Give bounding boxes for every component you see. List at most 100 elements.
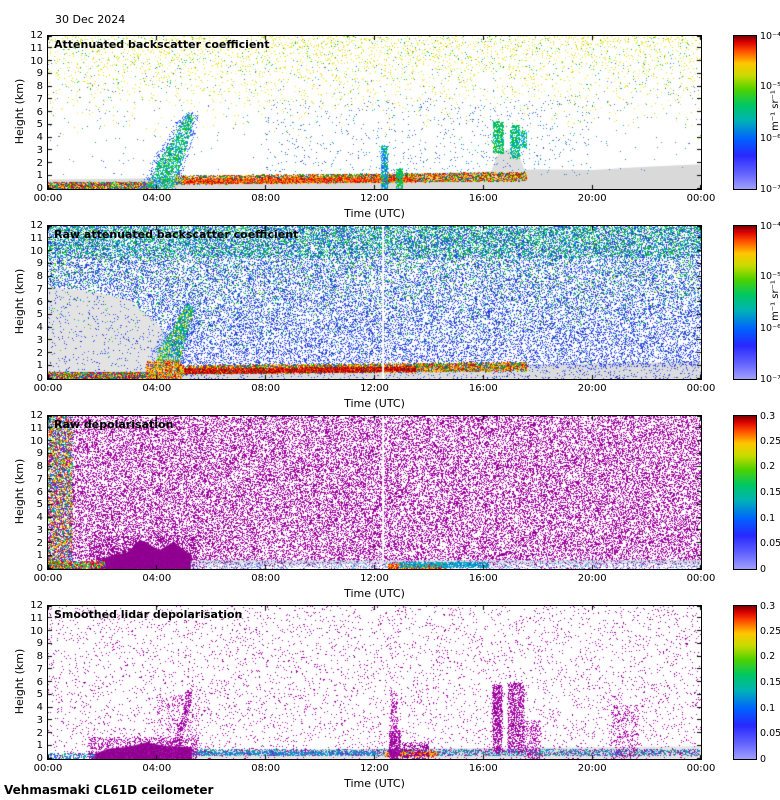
y-tick-label: 6 bbox=[36, 676, 43, 688]
y-tick-label: 10 bbox=[30, 245, 43, 257]
heatmap-canvas bbox=[48, 606, 701, 759]
x-tick-label: 04:00 bbox=[142, 193, 172, 204]
y-tick-label: 1 bbox=[36, 170, 43, 182]
colorbar-tick-label: 0.3 bbox=[760, 410, 776, 422]
y-tick-labels: 0 1 2 3 4 5 6 7 8 9 10 11 12 bbox=[0, 220, 43, 384]
x-tick-label: 08:00 bbox=[251, 573, 281, 584]
y-tick-label: 0 bbox=[36, 183, 43, 194]
y-tick-label: 5 bbox=[36, 119, 43, 131]
colorbar-units-label: m⁻¹ sr⁻¹ bbox=[770, 280, 780, 321]
colorbar-tick-labels: 0.3 0.25 0.2 0.15 0.1 0.05 0 bbox=[760, 601, 780, 765]
x-tick-label: 04:00 bbox=[142, 573, 172, 584]
colorbar-tick-label: 0.25 bbox=[760, 436, 780, 447]
y-tick-label: 1 bbox=[36, 360, 43, 372]
x-tick-label: 16:00 bbox=[468, 383, 498, 394]
x-tick-label: 00:00 bbox=[33, 383, 63, 394]
y-tick-label: 10 bbox=[30, 435, 43, 447]
heatmap-raw-depolarisation: Raw depolarisation bbox=[47, 415, 702, 570]
y-tick-label: 4 bbox=[36, 322, 43, 333]
colorbar-tick-label: 0 bbox=[760, 563, 767, 575]
y-tick-label: 12 bbox=[30, 410, 43, 421]
y-tick-label: 7 bbox=[36, 93, 43, 105]
x-tick-labels: 00:00 04:00 08:00 12:00 16:00 20:00 00:00 bbox=[34, 573, 716, 586]
y-tick-label: 12 bbox=[30, 600, 43, 611]
colorbar-gradient bbox=[734, 606, 756, 759]
x-tick-label: 08:00 bbox=[251, 383, 281, 394]
y-tick-label: 7 bbox=[36, 663, 43, 675]
heatmap-smoothed-lidar-depolarisation: Smoothed lidar depolarisation bbox=[47, 605, 702, 760]
panel-raw-depolarisation: Height (km) 0 1 2 3 4 5 6 7 8 9 10 11 12 Raw depolar… bbox=[0, 410, 780, 605]
panel-title: Raw depolarisation bbox=[54, 418, 174, 431]
x-tick-label: 00:00 bbox=[686, 573, 716, 584]
x-tick-label: 04:00 bbox=[142, 383, 172, 394]
y-tick-label: 11 bbox=[30, 612, 43, 624]
x-tick-label: 00:00 bbox=[686, 763, 716, 774]
x-tick-label: 04:00 bbox=[142, 763, 172, 774]
x-tick-label: 12:00 bbox=[360, 383, 389, 394]
colorbar-tick-label: 0.15 bbox=[760, 487, 780, 498]
heatmap-raw-attenuated-backscatter: Raw attenuated backscatter coefficient bbox=[47, 225, 702, 380]
y-tick-label: 2 bbox=[36, 727, 43, 739]
x-tick-label: 12:00 bbox=[360, 763, 389, 774]
panel-raw-attenuated-backscatter: Height (km) 0 1 2 3 4 5 6 7 8 9 10 11 12 Raw attenua… bbox=[0, 220, 780, 415]
colorbar-tick-label: 10⁻⁶ bbox=[760, 322, 780, 334]
y-tick-label: 7 bbox=[36, 473, 43, 485]
colorbar-tick-label: 0.15 bbox=[760, 677, 780, 688]
colorbar-tick-label: 10⁻⁵ bbox=[760, 271, 780, 283]
colorbar-tick-label: 0.1 bbox=[760, 702, 776, 714]
y-tick-label: 4 bbox=[36, 132, 43, 143]
colorbar-gradient bbox=[734, 416, 756, 569]
x-axis-label: Time (UTC) bbox=[344, 777, 405, 790]
y-tick-labels: 0 1 2 3 4 5 6 7 8 9 10 11 12 bbox=[0, 30, 43, 194]
y-tick-label: 0 bbox=[36, 753, 43, 764]
panel-title: Raw attenuated backscatter coefficient bbox=[54, 228, 299, 241]
y-tick-label: 3 bbox=[36, 714, 43, 726]
y-tick-label: 8 bbox=[36, 651, 43, 662]
y-tick-label: 11 bbox=[30, 232, 43, 244]
colorbar-tick-label: 10⁻⁶ bbox=[760, 132, 780, 144]
y-tick-label: 5 bbox=[36, 689, 43, 701]
colorbar-gradient bbox=[734, 36, 756, 189]
x-tick-label: 20:00 bbox=[577, 763, 607, 774]
y-tick-label: 3 bbox=[36, 334, 43, 346]
x-tick-label: 20:00 bbox=[577, 193, 607, 204]
x-tick-label: 20:00 bbox=[577, 383, 607, 394]
panel-attenuated-backscatter: Height (km) 0 1 2 3 4 5 6 7 8 9 10 11 12 Attenuated … bbox=[0, 30, 780, 225]
colorbar-tick-label: 0.2 bbox=[760, 651, 776, 663]
colorbar-tick-label: 10⁻⁵ bbox=[760, 81, 780, 93]
y-tick-label: 11 bbox=[30, 42, 43, 54]
y-tick-label: 12 bbox=[30, 30, 43, 41]
colorbar-tick-labels: 10⁻⁴ 10⁻⁵ 10⁻⁶ 10⁻⁷ bbox=[760, 31, 780, 195]
colorbar-tick-labels: 0.3 0.25 0.2 0.15 0.1 0.05 0 bbox=[760, 411, 780, 575]
colorbar bbox=[733, 225, 757, 380]
x-tick-label: 00:00 bbox=[686, 193, 716, 204]
heatmap-canvas bbox=[48, 36, 701, 189]
y-tick-label: 6 bbox=[36, 296, 43, 308]
y-tick-label: 4 bbox=[36, 512, 43, 523]
date-label: 30 Dec 2024 bbox=[55, 13, 126, 26]
y-tick-label: 1 bbox=[36, 740, 43, 752]
heatmap-attenuated-backscatter: Attenuated backscatter coefficient bbox=[47, 35, 702, 190]
x-tick-label: 00:00 bbox=[33, 193, 63, 204]
x-tick-label: 08:00 bbox=[251, 763, 281, 774]
colorbar-tick-label: 10⁻⁴ bbox=[760, 30, 780, 42]
x-axis-label: Time (UTC) bbox=[344, 397, 405, 410]
x-tick-label: 00:00 bbox=[33, 573, 63, 584]
y-tick-labels: 0 1 2 3 4 5 6 7 8 9 10 11 12 bbox=[0, 410, 43, 574]
y-tick-label: 5 bbox=[36, 309, 43, 321]
y-tick-label: 0 bbox=[36, 563, 43, 574]
colorbar bbox=[733, 605, 757, 760]
colorbar-tick-label: 10⁻⁴ bbox=[760, 220, 780, 232]
x-axis-label: Time (UTC) bbox=[344, 207, 405, 220]
x-tick-label: 00:00 bbox=[33, 763, 63, 774]
x-tick-label: 16:00 bbox=[468, 573, 498, 584]
y-tick-label: 2 bbox=[36, 157, 43, 169]
x-axis-label: Time (UTC) bbox=[344, 587, 405, 600]
y-tick-label: 7 bbox=[36, 283, 43, 295]
y-tick-label: 4 bbox=[36, 702, 43, 713]
x-tick-label: 08:00 bbox=[251, 193, 281, 204]
colorbar-gradient bbox=[734, 226, 756, 379]
y-tick-label: 0 bbox=[36, 373, 43, 384]
heatmap-canvas bbox=[48, 416, 701, 569]
